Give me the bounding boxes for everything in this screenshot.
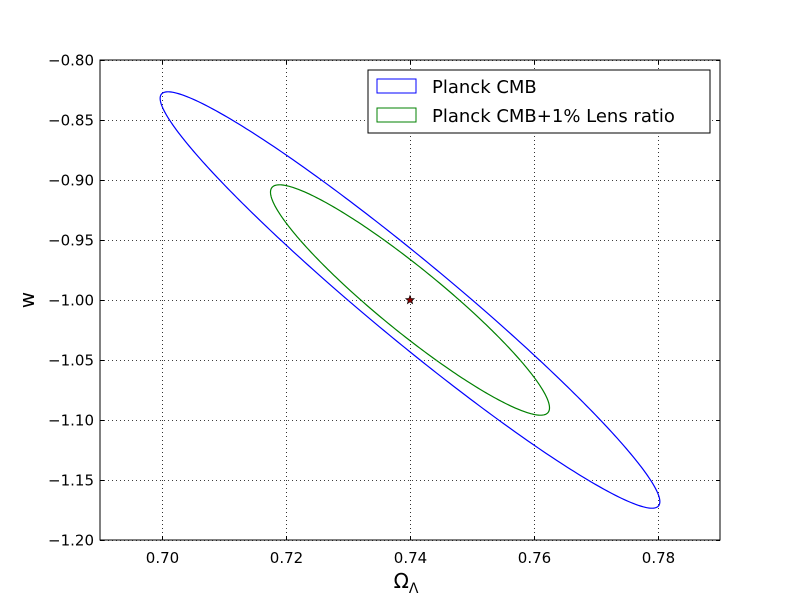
tick-layer (100, 60, 720, 541)
contour-planck-cmb (159, 91, 661, 509)
fiducial-star-marker (404, 294, 416, 305)
y-axis-label: w (15, 292, 39, 308)
legend-swatch-planck-cmb-lens (376, 107, 417, 123)
x-axis-label-main: Ω (394, 569, 409, 593)
legend-swatch-planck-cmb (376, 78, 417, 94)
y-tick-label: −1.00 (48, 292, 94, 310)
y-tick-label: −0.80 (48, 52, 94, 70)
x-tick-label: 0.72 (270, 549, 303, 567)
legend-label-planck-cmb-lens: Planck CMB+1% Lens ratio (432, 106, 675, 127)
y-tick-label: −1.05 (48, 352, 94, 370)
legend-label-planck-cmb: Planck CMB (432, 77, 537, 98)
y-tick-label: −0.85 (48, 112, 94, 130)
x-axis-label-subscript: Λ (409, 581, 419, 597)
legend: Planck CMB Planck CMB+1% Lens ratio (367, 69, 711, 134)
x-tick-label: 0.78 (642, 549, 675, 567)
y-tick-label: −0.90 (48, 172, 94, 190)
marker-layer (404, 294, 416, 305)
series-layer (159, 91, 661, 509)
x-axis-label: ΩΛ (394, 569, 419, 597)
x-tick-label: 0.74 (394, 549, 427, 567)
legend-box (367, 69, 711, 134)
x-tick-label: 0.70 (146, 549, 179, 567)
tick-label-layer: 0.70 0.72 0.74 0.76 0.78 −0.80 −0.85 −0.90 −0.95… (48, 52, 675, 568)
y-tick-label: −0.95 (48, 232, 94, 250)
y-tick-label: −1.10 (48, 412, 94, 430)
contour-planck-cmb-lens (269, 184, 551, 416)
y-tick-label: −1.15 (48, 472, 94, 490)
x-tick-label: 0.76 (518, 549, 551, 567)
y-tick-label: −1.20 (48, 532, 94, 550)
